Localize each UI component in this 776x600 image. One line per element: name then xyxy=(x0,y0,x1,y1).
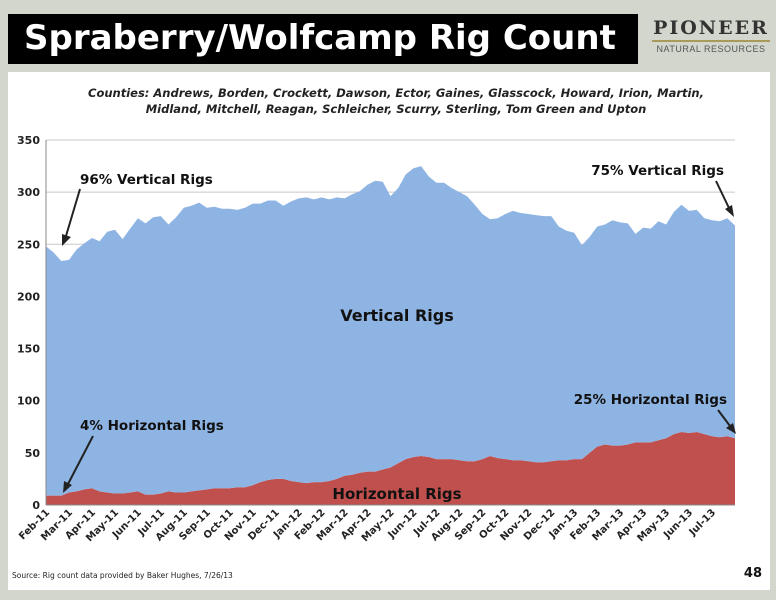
logo-sub-text: NATURAL RESOURCES xyxy=(652,40,770,54)
annotation-horizontal-end: 25% Horizontal Rigs xyxy=(574,392,727,408)
arrow-horizontal-start xyxy=(63,435,94,493)
y-tick-label: 0 xyxy=(32,499,40,512)
y-tick-label: 300 xyxy=(17,186,40,199)
horizontal-area-label: Horizontal Rigs xyxy=(332,485,461,503)
y-tick-label: 200 xyxy=(17,290,40,303)
arrow-vertical-end xyxy=(715,180,734,217)
chart-subtitle-line-2: Midland, Mitchell, Reagan, Schleicher, S… xyxy=(146,102,647,116)
logo-main-text: PIONEER xyxy=(653,17,769,39)
chart-annotations: Vertical Rigs Horizontal Rigs 96% Vertic… xyxy=(62,163,736,503)
arrow-horizontal-end xyxy=(717,409,736,434)
y-tick-label: 350 xyxy=(17,134,40,147)
chart-subtitle-line-1: Counties: Andrews, Borden, Crockett, Daw… xyxy=(88,86,704,100)
chart-areas xyxy=(46,166,735,505)
company-logo: PIONEER NATURAL RESOURCES xyxy=(652,16,770,60)
annotation-vertical-end: 75% Vertical Rigs xyxy=(591,163,724,179)
vertical-area-label: Vertical Rigs xyxy=(340,306,454,325)
annotation-vertical-start: 96% Vertical Rigs xyxy=(80,172,213,188)
area-series-horizontal xyxy=(46,432,735,505)
y-tick-label: 100 xyxy=(17,395,40,408)
arrow-vertical-start xyxy=(62,188,81,246)
source-note: Source: Rig count data provided by Baker… xyxy=(12,571,233,580)
y-tick-label: 50 xyxy=(25,447,41,460)
y-axis: 0 50 100 150 200 250 300 350 xyxy=(17,134,40,512)
y-tick-label: 250 xyxy=(17,238,40,251)
slide-title: Spraberry/Wolfcamp Rig Count xyxy=(24,18,616,58)
area-series-vertical xyxy=(46,166,735,496)
y-tick-label: 150 xyxy=(17,343,40,356)
title-bar: Spraberry/Wolfcamp Rig Count xyxy=(8,14,638,64)
annotation-horizontal-start: 4% Horizontal Rigs xyxy=(80,418,224,434)
page-number: 48 xyxy=(744,566,762,581)
